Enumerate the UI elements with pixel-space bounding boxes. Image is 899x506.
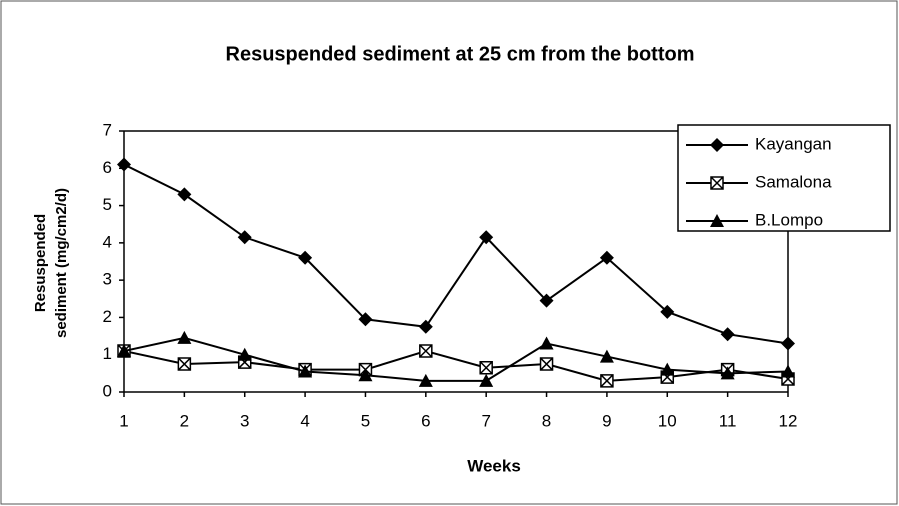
marker (710, 214, 724, 227)
legend-label: Kayangan (755, 134, 832, 153)
x-tick-label: 1 (119, 411, 128, 430)
x-axis-label: Weeks (467, 456, 521, 475)
chart-title: Resuspended sediment at 25 cm from the b… (226, 43, 695, 65)
marker (177, 357, 192, 371)
x-tick-label: 4 (300, 411, 309, 430)
marker (781, 364, 795, 378)
marker (710, 138, 724, 152)
marker (177, 187, 192, 202)
y-tick-label: 1 (103, 344, 112, 363)
marker (720, 327, 735, 342)
x-tick-label: 12 (779, 411, 798, 430)
x-tick-label: 11 (719, 411, 737, 430)
x-tick-label: 5 (361, 411, 370, 430)
marker (599, 349, 614, 363)
marker (479, 361, 493, 375)
marker (418, 373, 433, 387)
marker (479, 230, 494, 245)
legend-label: B.Lompo (755, 210, 823, 229)
y-tick-label: 6 (103, 158, 112, 177)
y-tick-label: 3 (103, 270, 112, 289)
y-tick-label: 4 (103, 232, 112, 251)
marker (117, 157, 131, 172)
marker (720, 366, 735, 380)
marker (418, 319, 433, 334)
x-tick-label: 6 (421, 411, 430, 430)
y-axis-label: sediment (mg/cm2/d) (53, 188, 70, 338)
marker (660, 362, 675, 376)
marker (781, 336, 795, 351)
marker (600, 374, 614, 388)
series-line (123, 349, 789, 382)
marker (298, 250, 313, 265)
marker (539, 293, 554, 308)
marker (599, 250, 614, 265)
marker (237, 347, 252, 361)
y-axis-label: Resuspended (32, 214, 49, 312)
marker (660, 304, 675, 319)
marker (298, 364, 313, 378)
x-tick-label: 2 (180, 411, 189, 430)
series-line (123, 163, 789, 345)
marker (358, 368, 373, 382)
y-tick-label: 5 (103, 195, 112, 214)
x-tick-label: 9 (602, 411, 611, 430)
marker (237, 230, 252, 245)
marker (539, 357, 554, 371)
y-tick-label: 2 (103, 307, 112, 326)
x-tick-label: 10 (658, 411, 677, 430)
series-line (123, 336, 789, 382)
y-tick-label: 0 (103, 381, 112, 400)
marker (710, 176, 724, 190)
legend-label: Samalona (755, 172, 832, 191)
x-tick-label: 8 (542, 411, 551, 430)
marker (117, 343, 131, 357)
x-tick-label: 3 (240, 411, 249, 430)
x-tick-label: 7 (481, 411, 490, 430)
marker (419, 344, 433, 358)
marker (539, 336, 554, 350)
y-tick-label: 7 (103, 120, 112, 139)
marker (479, 373, 494, 387)
marker (358, 312, 373, 327)
marker (177, 330, 192, 344)
